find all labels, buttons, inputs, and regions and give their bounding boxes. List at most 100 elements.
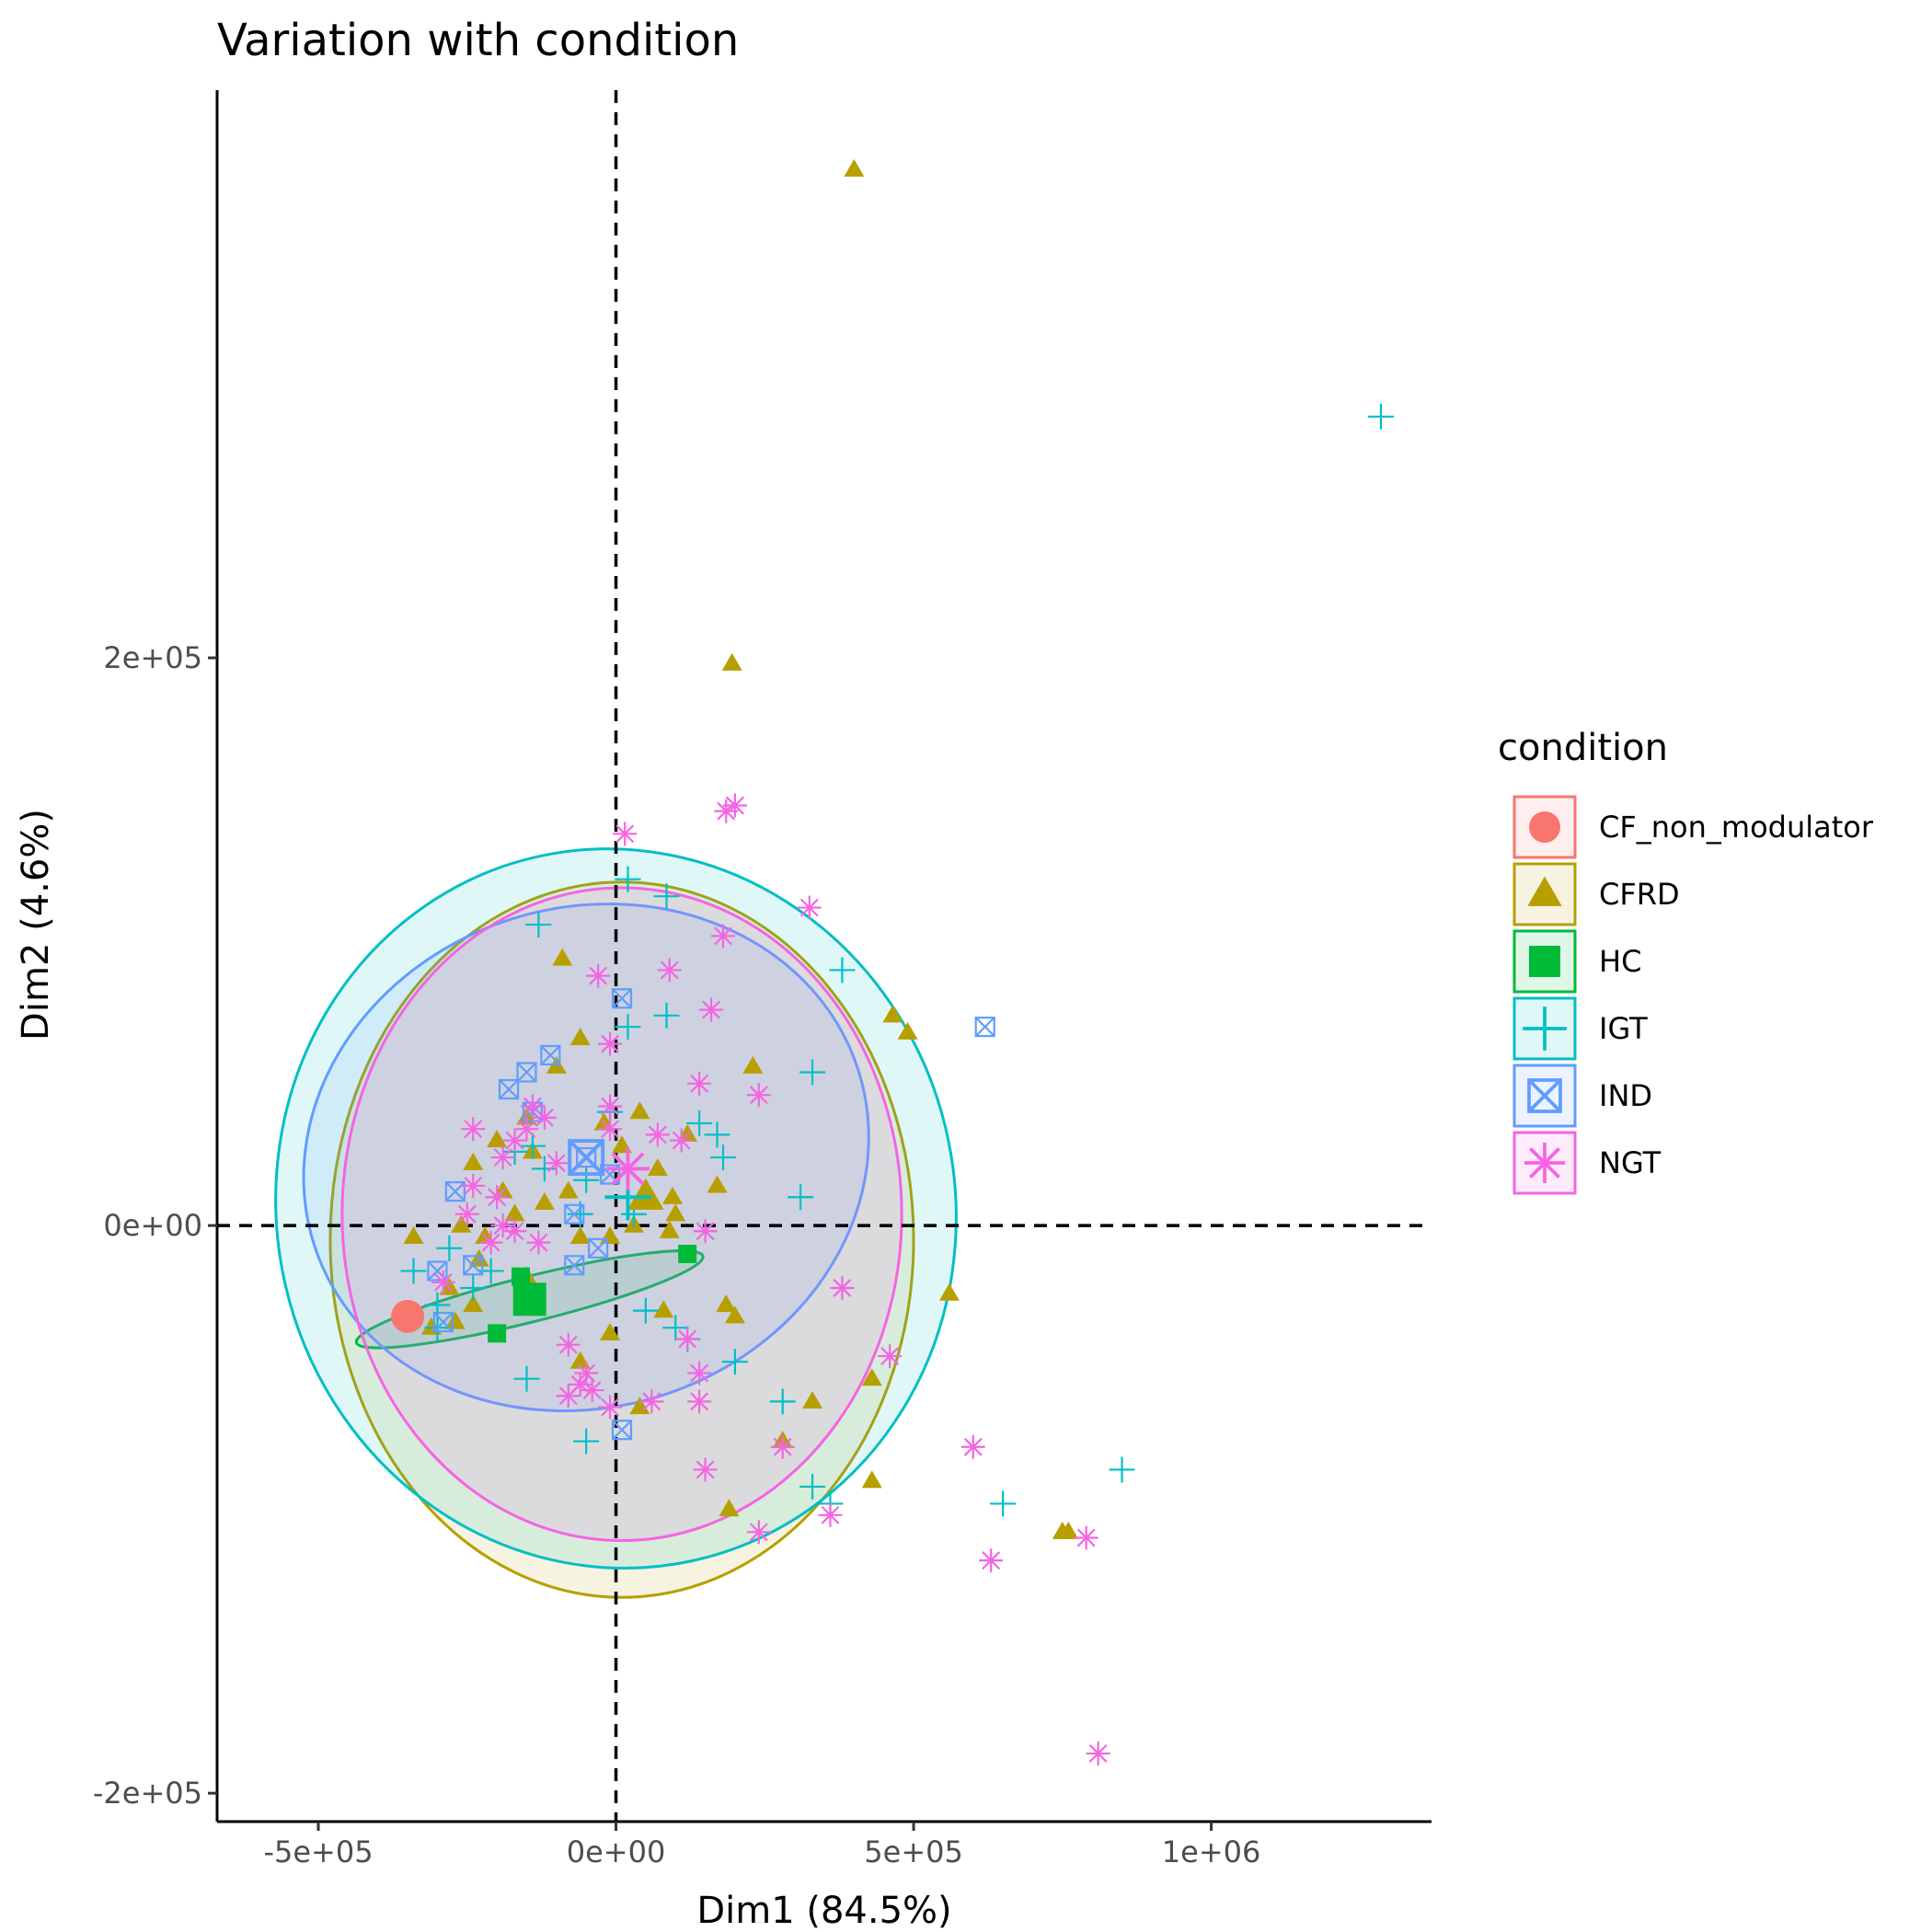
group-centroids [391,1139,664,1333]
point-NGT-3 [797,895,822,920]
centroid-NGT [606,1146,650,1190]
point-IGT-15 [573,1167,600,1193]
point-CFRD-41 [600,1322,621,1340]
x-tick-label-0: -5e+05 [263,1834,373,1869]
point-NGT-7 [699,997,724,1022]
point-CFRD-3 [569,1028,591,1046]
point-CFRD-24 [451,1214,472,1233]
point-IGT-30 [769,1388,796,1415]
point-NGT-22 [461,1173,486,1198]
point-IND-3 [516,1062,537,1083]
point-HC-3 [488,1324,507,1343]
point-NGT-15 [532,1105,557,1130]
chart-title: Variation with condition [217,15,739,66]
legend-item-HC: HC [1512,929,1641,994]
legend-item-IGT: IGT [1512,996,1648,1061]
point-NGT-34 [878,1344,903,1369]
point-IGT-16 [788,1184,814,1211]
point-IGT-11 [710,1144,736,1171]
legend-key-IND [1512,1064,1577,1128]
point-NGT-6 [586,963,611,988]
axes: -5e+05 0e+00 5e+05 1e+06 -2e+05 0e+00 2e+05 [93,90,1432,1869]
point-NGT-10 [746,1083,771,1108]
point-CFRD-44 [802,1390,823,1409]
point-NGT-38 [580,1378,604,1403]
point-CFRD-8 [629,1101,650,1120]
ellipse-CFRD [328,880,915,1599]
point-NGT-30 [431,1270,455,1294]
point-CFRD-27 [659,1220,680,1238]
point-IND-0 [611,988,633,1009]
point-IND-15 [611,1420,633,1441]
point-CFRD-29 [569,1226,591,1245]
point-CFRD-34 [938,1282,960,1301]
centroid-HC [512,1282,546,1317]
legend-symbol-NGT [1524,1142,1566,1184]
point-NGT-31 [830,1275,855,1300]
point-IND-10 [588,1237,609,1259]
centroid-IND [568,1139,605,1177]
point-CFRD-36 [653,1300,674,1318]
point-CFRD-7 [742,1055,764,1074]
legend-symbol-HC [1529,946,1560,977]
point-IND-9 [564,1203,585,1225]
point-CFRD-17 [707,1175,728,1193]
point-IGT-31 [573,1428,600,1455]
point-NGT-36 [687,1361,712,1386]
x-axis-label: Dim1 (84.5%) [696,1890,951,1932]
point-NGT-46 [818,1502,843,1527]
point-CFRD-1 [721,652,742,671]
point-IGT-1 [615,866,641,892]
legend-item-NGT: NGT [1512,1131,1662,1195]
legend-title: condition [1498,727,1668,769]
point-HC-0 [678,1244,697,1263]
point-NGT-19 [502,1128,527,1153]
x-tick-label-2: 5e+05 [864,1834,963,1869]
point-CFRD-0 [844,158,865,177]
point-IGT-2 [653,883,680,910]
point-CFRD-19 [558,1180,579,1199]
point-NGT-43 [770,1434,795,1459]
point-NGT-5 [657,958,682,983]
point-CFRD-15 [463,1152,484,1170]
point-NGT-11 [598,1094,623,1119]
point-IGT-34 [990,1490,1017,1517]
point-CFRD-23 [665,1203,686,1222]
point-CFRD-12 [487,1130,508,1148]
point-IND-14 [432,1311,454,1333]
point-NGT-42 [598,1395,623,1420]
point-IND-2 [540,1044,561,1066]
data-points [398,158,1394,1765]
point-NGT-20 [490,1145,515,1170]
point-CFRD-50 [1052,1521,1073,1539]
point-NGT-39 [556,1384,581,1409]
point-IGT-25 [662,1315,689,1341]
point-NGT-28 [526,1230,551,1255]
y-tick-label-2: 2e+05 [103,640,202,675]
legend-item-CFRD: CFRD [1512,862,1680,926]
point-HC-1 [512,1267,530,1286]
legend-label-CFRD: CFRD [1599,877,1680,912]
point-IGT-32 [799,1473,826,1500]
point-CFRD-20 [662,1186,683,1204]
point-CFRD-37 [463,1294,484,1313]
point-CFRD-16 [647,1157,668,1176]
point-NGT-18 [669,1128,694,1153]
ellipse-IGT [274,847,958,1570]
point-CFRD-35 [716,1294,737,1313]
point-CFRD-22 [504,1203,525,1222]
point-NGT-17 [645,1122,670,1147]
point-CFRD-47 [861,1470,882,1489]
point-CFRD-43 [861,1368,882,1386]
centroid-CFRD [627,1178,664,1210]
point-IND-13 [564,1255,585,1276]
point-NGT-8 [598,1031,623,1056]
point-IGT-28 [721,1349,748,1375]
point-IGT-9 [686,1110,713,1137]
point-NGT-23 [485,1185,510,1210]
point-IGT-6 [653,1002,680,1029]
reference-lines [217,90,1432,1822]
point-CFRD-38 [444,1311,466,1329]
point-IGT-19 [436,1235,463,1261]
